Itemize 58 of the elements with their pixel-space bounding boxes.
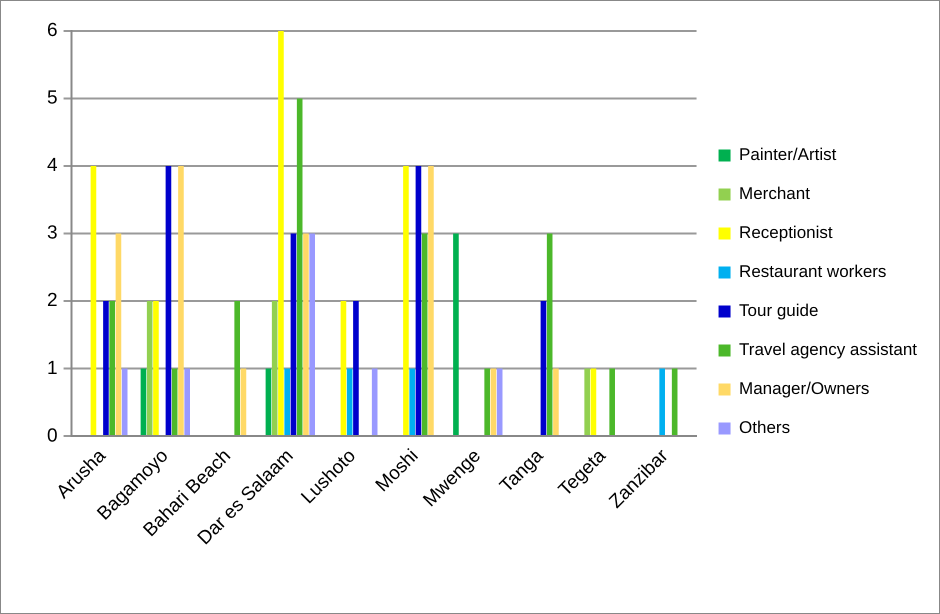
bar bbox=[140, 368, 146, 436]
legend-label: Others bbox=[739, 418, 790, 438]
bar bbox=[290, 234, 296, 436]
bar bbox=[278, 31, 284, 436]
y-tick-label: 2 bbox=[46, 290, 58, 312]
legend-label: Tour guide bbox=[739, 301, 818, 320]
y-tick-label: 6 bbox=[46, 20, 58, 42]
bar bbox=[122, 368, 128, 436]
bar bbox=[266, 368, 272, 436]
bar bbox=[553, 368, 559, 436]
legend-label: Travel agency assistant bbox=[739, 340, 918, 360]
y-tick-label: 5 bbox=[46, 88, 58, 109]
bar bbox=[490, 368, 496, 436]
bar bbox=[178, 166, 184, 436]
bar bbox=[109, 301, 116, 436]
bar bbox=[234, 301, 240, 436]
bar bbox=[590, 368, 596, 436]
bar bbox=[409, 368, 415, 436]
bar bbox=[284, 368, 290, 436]
bar bbox=[546, 234, 552, 436]
bar bbox=[309, 234, 315, 436]
bar bbox=[240, 368, 246, 436]
legend-label: Manager/Owners bbox=[739, 379, 870, 398]
bar bbox=[403, 166, 409, 436]
bar bbox=[496, 368, 502, 436]
bar bbox=[184, 368, 190, 436]
bar bbox=[303, 234, 309, 436]
bar bbox=[116, 234, 122, 436]
bar bbox=[103, 301, 109, 436]
legend-label: Painter/Artist bbox=[739, 145, 837, 164]
legend-label: Merchant bbox=[739, 184, 810, 204]
bar bbox=[346, 368, 352, 436]
bar bbox=[272, 301, 278, 436]
bar bbox=[672, 368, 678, 436]
bar bbox=[422, 234, 428, 436]
bar bbox=[584, 368, 590, 436]
bar bbox=[540, 301, 546, 436]
y-tick-label: 3 bbox=[46, 222, 58, 244]
bar bbox=[609, 368, 615, 436]
bar bbox=[453, 234, 459, 436]
bar bbox=[372, 368, 378, 436]
bar bbox=[172, 368, 178, 436]
legend-label: Restaurant workers bbox=[739, 262, 886, 282]
bar bbox=[90, 166, 96, 436]
bar bbox=[416, 166, 422, 436]
bar bbox=[659, 368, 665, 436]
bar bbox=[153, 301, 159, 436]
bar bbox=[166, 166, 172, 436]
bar bbox=[353, 301, 359, 436]
y-tick-label: 1 bbox=[46, 358, 58, 379]
bar bbox=[146, 301, 152, 436]
y-tick-label: 0 bbox=[46, 425, 58, 446]
bar bbox=[428, 166, 434, 436]
legend-label: Receptionist bbox=[739, 223, 833, 242]
bar bbox=[484, 368, 490, 436]
y-tick-label: 4 bbox=[46, 155, 58, 176]
bar bbox=[340, 301, 346, 436]
bar bbox=[296, 98, 302, 436]
